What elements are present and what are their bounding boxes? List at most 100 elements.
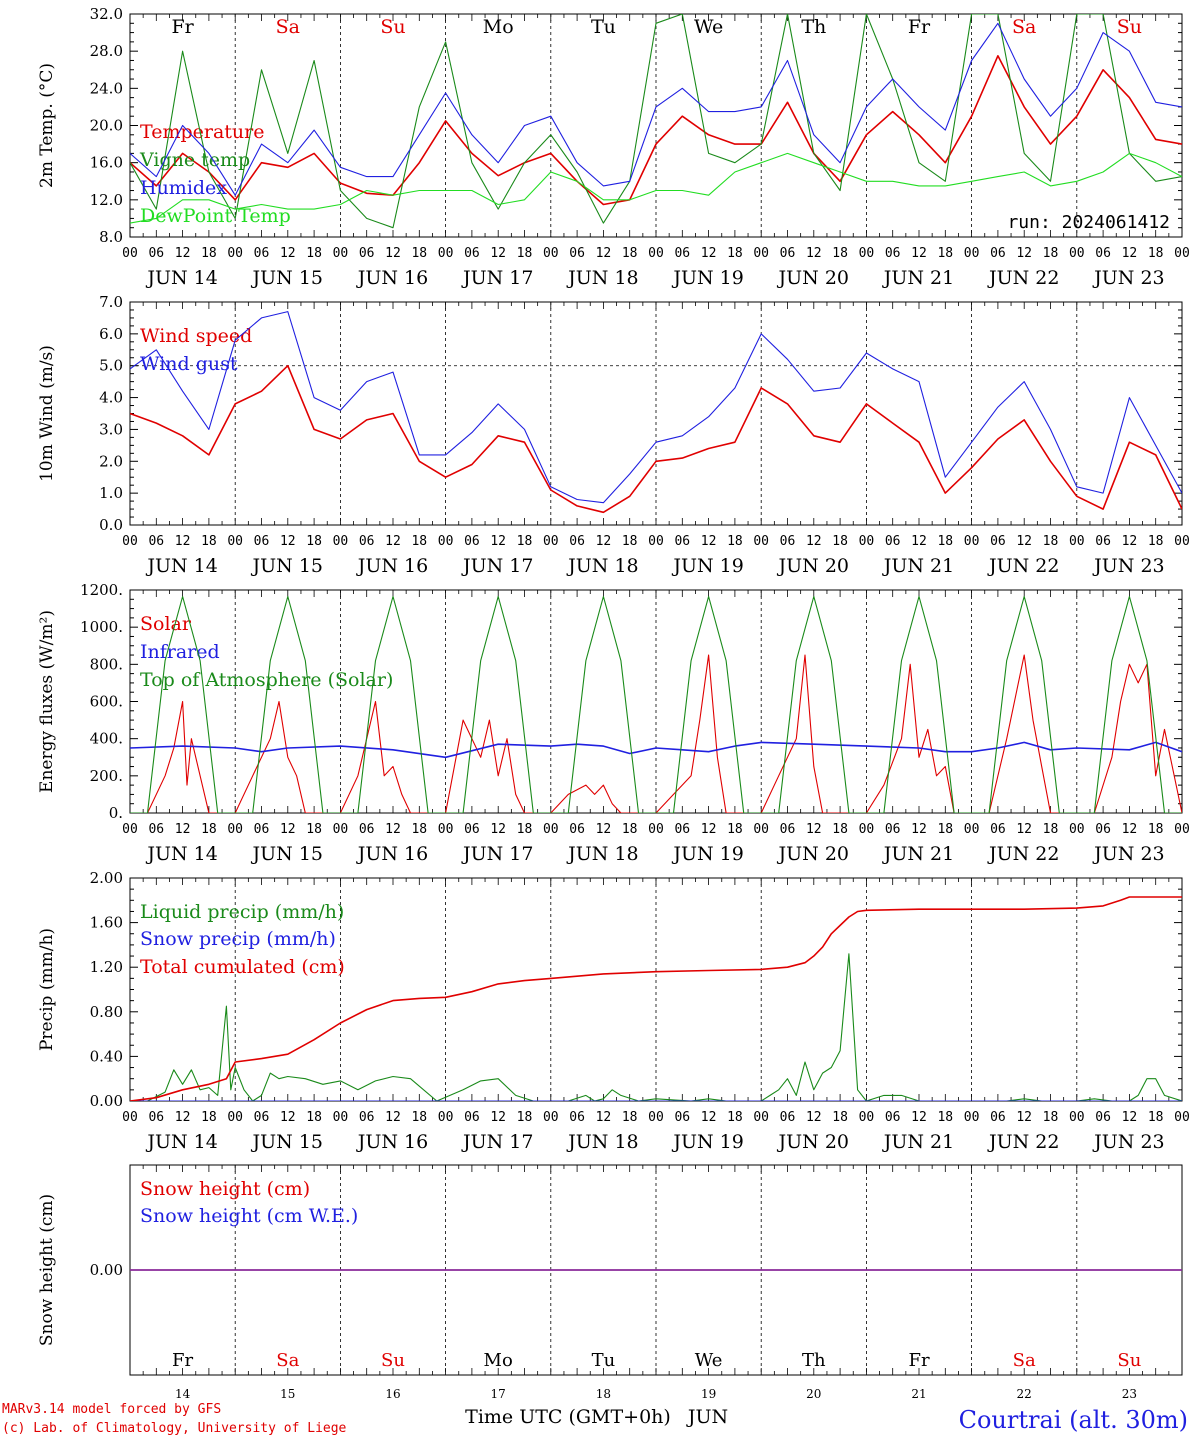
hour-label: 00 (753, 246, 769, 261)
series-line-1 (130, 364, 1182, 514)
hour-label: 06 (780, 822, 796, 837)
y-tick-label: 0.0 (99, 516, 123, 534)
day-number-label: 23 (1122, 1387, 1137, 1401)
hour-label: 00 (227, 534, 243, 549)
hour-label: 06 (148, 246, 164, 261)
hour-label: 12 (490, 534, 506, 549)
hour-label: 00 (333, 534, 349, 549)
y-tick-label: 32.0 (90, 5, 123, 23)
date-label: JUN 21 (882, 1131, 954, 1153)
legend-entry: Solar (140, 613, 192, 635)
hour-label: 06 (148, 1110, 164, 1125)
hour-label: 12 (490, 246, 506, 261)
hour-label: 06 (1095, 1110, 1111, 1125)
hour-label: 12 (280, 1110, 296, 1125)
hour-label: 00 (543, 534, 559, 549)
hour-label: 06 (780, 534, 796, 549)
hour-label: 12 (175, 246, 191, 261)
hour-label: 00 (543, 246, 559, 261)
hour-label: 06 (148, 534, 164, 549)
hour-label: 12 (911, 822, 927, 837)
date-label: JUN 15 (251, 1131, 323, 1153)
hour-label: 00 (1174, 534, 1190, 549)
hour-label: 06 (464, 1110, 480, 1125)
day-name-label: We (695, 1350, 723, 1371)
hour-label: 06 (780, 1110, 796, 1125)
hour-label: 00 (1069, 246, 1085, 261)
hour-label: 00 (122, 822, 138, 837)
hour-label: 06 (464, 822, 480, 837)
credit-note: (c) Lab. of Climatology, University of L… (2, 1421, 347, 1436)
day-name-label: Fr (172, 1350, 193, 1371)
hour-label: 18 (411, 534, 427, 549)
hour-label: 06 (254, 822, 270, 837)
hour-label: 18 (306, 534, 322, 549)
legend-entry: Vigne temp (139, 149, 250, 171)
series-line-2 (130, 311, 1182, 504)
y-tick-label: 0.00 (90, 1261, 123, 1279)
date-label: JUN 18 (566, 267, 638, 289)
hour-label: 18 (517, 1110, 533, 1125)
hour-label: 12 (911, 246, 927, 261)
hour-label: 00 (964, 1110, 980, 1125)
day-number-label: 16 (385, 1387, 400, 1401)
hour-label: 18 (517, 534, 533, 549)
hour-label: 06 (254, 534, 270, 549)
y-tick-label: 5.0 (99, 357, 123, 375)
hour-label: 12 (280, 534, 296, 549)
day-name-label: We (694, 16, 723, 38)
y-tick-label: 16.0 (90, 154, 123, 172)
date-label: JUN 17 (461, 555, 533, 577)
legend-entry: Top of Atmosphere (Solar) (140, 669, 393, 691)
hour-label: 18 (1148, 534, 1164, 549)
hour-label: 06 (359, 246, 375, 261)
hour-label: 12 (1016, 534, 1032, 549)
hour-label: 18 (1043, 534, 1059, 549)
hour-label: 00 (333, 822, 349, 837)
legend-entry: Humidex (140, 177, 227, 199)
hour-label: 18 (1043, 1110, 1059, 1125)
day-number-label: 20 (806, 1387, 821, 1401)
hour-label: 12 (806, 822, 822, 837)
date-label: JUN 20 (777, 1131, 849, 1153)
hour-label: 18 (201, 246, 217, 261)
hour-label: 18 (622, 822, 638, 837)
panel-4: 0.00 0.40 0.80 1.20 1.60 2.00 Precip (mm/h) Liq… (37, 869, 1190, 1153)
date-label: JUN 21 (882, 267, 954, 289)
date-label: JUN 23 (1092, 267, 1164, 289)
hour-label: 06 (464, 534, 480, 549)
day-number-label: 22 (1017, 1387, 1032, 1401)
y-tick-label: 2.0 (99, 452, 123, 470)
hour-label: 12 (596, 246, 612, 261)
date-label: JUN 20 (777, 267, 849, 289)
panel-2: 0.0 1.0 2.0 3.0 4.0 5.0 6.0 7.0 10m Wind (m/s) Wi… (37, 293, 1190, 577)
series-line-1 (130, 654, 1182, 813)
hour-label: 18 (622, 534, 638, 549)
model-note: MARv3.14 model forced by GFS (2, 1402, 222, 1417)
hour-label: 06 (569, 1110, 585, 1125)
y-tick-label: 400. (90, 730, 123, 748)
day-name-label: Tu (591, 16, 616, 38)
hour-label: 00 (648, 246, 664, 261)
hour-label: 00 (438, 1110, 454, 1125)
panel-1: 8.0 12.0 16.0 20.0 24.0 28.0 32.0 2m Temp. (°C)… (37, 5, 1190, 289)
hour-label: 18 (937, 822, 953, 837)
month-label: JUN (686, 1406, 728, 1428)
hour-label: 18 (1148, 1110, 1164, 1125)
date-label: JUN 19 (671, 843, 743, 865)
date-label: JUN 17 (461, 1131, 533, 1153)
hour-label: 06 (359, 534, 375, 549)
date-label: JUN 16 (356, 555, 428, 577)
hour-label: 00 (859, 534, 875, 549)
hour-label: 06 (569, 822, 585, 837)
plot-frame (129, 13, 1183, 238)
hour-label: 06 (1095, 534, 1111, 549)
date-label: JUN 19 (671, 267, 743, 289)
hour-label: 00 (648, 534, 664, 549)
hour-label: 12 (701, 246, 717, 261)
y-tick-label: 7.0 (99, 293, 123, 311)
day-number-label: 21 (911, 1387, 926, 1401)
y-axis-label: Energy fluxes (W/m²) (37, 610, 57, 793)
date-label: JUN 20 (777, 843, 849, 865)
day-name-label: Fr (908, 1350, 929, 1371)
